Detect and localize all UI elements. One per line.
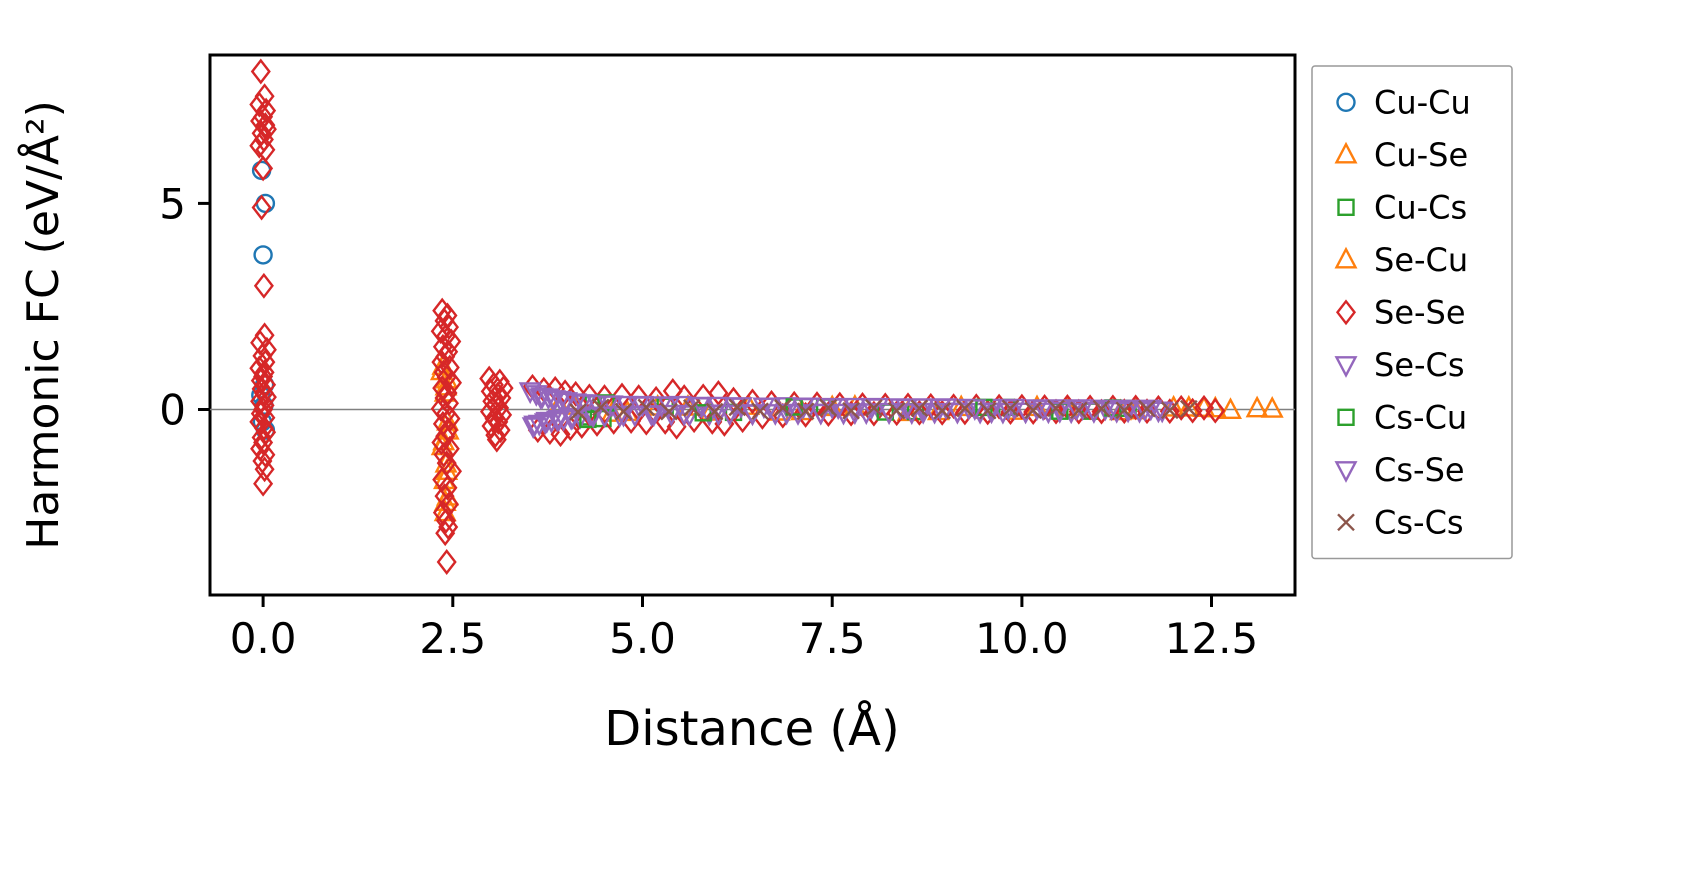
legend-entry-Cu-Cs: Cu-Cs	[1337, 188, 1467, 226]
legend-entry-Cu-Se: Cu-Se	[1334, 136, 1468, 174]
plot-border	[208, 53, 1297, 597]
y-axis-label: Harmonic FC (eV/Å²)	[16, 100, 69, 550]
legend-label: Cu-Se	[1374, 136, 1468, 174]
y-tick-label: 5	[159, 179, 186, 228]
x-tick-label: 2.5	[419, 614, 486, 663]
legend-entry-Cs-Cu: Cs-Cu	[1337, 398, 1467, 436]
plot-area: 0.0 2.5 5.0 7.5 10.0 12.5 0 5	[159, 53, 1297, 663]
legend-entry-Se-Cu: Se-Cu	[1334, 241, 1468, 279]
legend-label: Cu-Cs	[1374, 188, 1467, 226]
legend-label: Cu-Cu	[1374, 83, 1471, 121]
x-tick-label: 12.5	[1165, 614, 1259, 663]
legend-label: Cs-Cs	[1374, 503, 1464, 541]
legend-label: Se-Cs	[1374, 346, 1465, 384]
legend-label: Cs-Se	[1374, 451, 1465, 489]
legend-label: Cs-Cu	[1374, 398, 1467, 436]
x-tick-label: 7.5	[799, 614, 866, 663]
legend-box	[1311, 65, 1513, 560]
legend-entry-Cs-Cs: Cs-Cs	[1337, 503, 1464, 541]
legend-entry-Se-Se: Se-Se	[1335, 293, 1466, 331]
legend-label: Se-Cu	[1374, 241, 1468, 279]
x-tick-label: 5.0	[609, 614, 676, 663]
legend-entry-Cs-Se: Cs-Se	[1334, 451, 1465, 489]
x-axis-label: Distance (Å)	[604, 700, 899, 757]
x-tick-label: 10.0	[975, 614, 1069, 663]
legend-entry-Se-Cs: Se-Cs	[1334, 346, 1465, 384]
legend-entry-Cu-Cu: Cu-Cu	[1336, 83, 1471, 121]
legend-label: Se-Se	[1374, 293, 1466, 331]
legend: Cu-Cu Cu-Se Cu-Cs Se-Cu Se-Se Se-Cs Cs-Cu Cs-Se…	[1311, 65, 1513, 560]
series-Cs-Cs	[569, 398, 1198, 421]
x-tick-label: 0.0	[230, 614, 297, 663]
series-Se-Se	[249, 58, 1226, 575]
series-Cu-Se	[430, 353, 1284, 522]
y-tick-label: 0	[159, 386, 186, 435]
series-Cs-Se	[523, 388, 1170, 438]
